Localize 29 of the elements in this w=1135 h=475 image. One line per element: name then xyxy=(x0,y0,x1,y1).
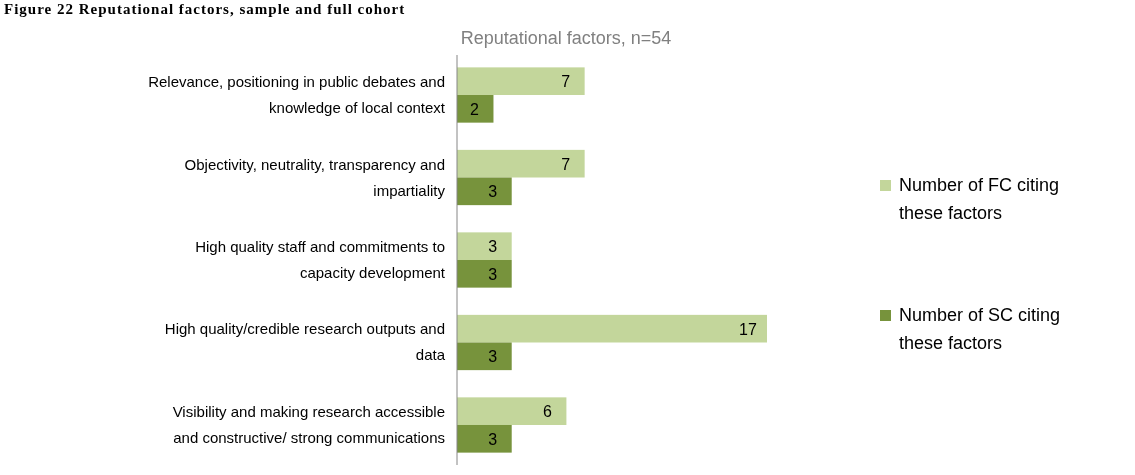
bar xyxy=(457,95,494,123)
legend-label: Number of FC citing these factors xyxy=(899,175,1060,223)
y-tick-label: Relevance, positioning in public debates and knowledge of local context xyxy=(148,73,446,117)
data-label: 2 xyxy=(470,100,480,118)
bar xyxy=(457,424,512,453)
data-label: 3 xyxy=(488,265,498,283)
data-label: 6 xyxy=(542,403,552,421)
data-label: 7 xyxy=(561,73,571,91)
data-label: 17 xyxy=(739,320,757,338)
y-tick-label: High quality staff and commitments to capacity development xyxy=(195,238,446,281)
legend-label: Number of SC citing these factors xyxy=(899,305,1061,353)
bar xyxy=(457,149,585,178)
chart-subtitle: Reputational factors, n=54 xyxy=(460,28,672,48)
data-label: 3 xyxy=(488,183,498,201)
y-tick-label: Objectivity, neutrality, transparency and impartiality xyxy=(184,155,446,199)
y-tick-label: Visibility and making research accessible and constructive/ strong communications xyxy=(172,402,445,446)
data-label: 3 xyxy=(488,430,498,448)
bar xyxy=(457,260,512,288)
bar xyxy=(457,314,767,343)
bar xyxy=(457,67,585,96)
bar xyxy=(457,342,512,371)
bar xyxy=(457,177,512,206)
data-label: 3 xyxy=(488,238,498,256)
text: Figure 22 Reputational factors, sample and full cohort xyxy=(4,1,406,17)
data-label: 3 xyxy=(488,348,498,366)
y-tick-label: High quality/credible research outputs and data xyxy=(164,320,446,364)
bar xyxy=(457,397,567,425)
data-label: 7 xyxy=(561,155,571,173)
bar xyxy=(457,232,512,260)
